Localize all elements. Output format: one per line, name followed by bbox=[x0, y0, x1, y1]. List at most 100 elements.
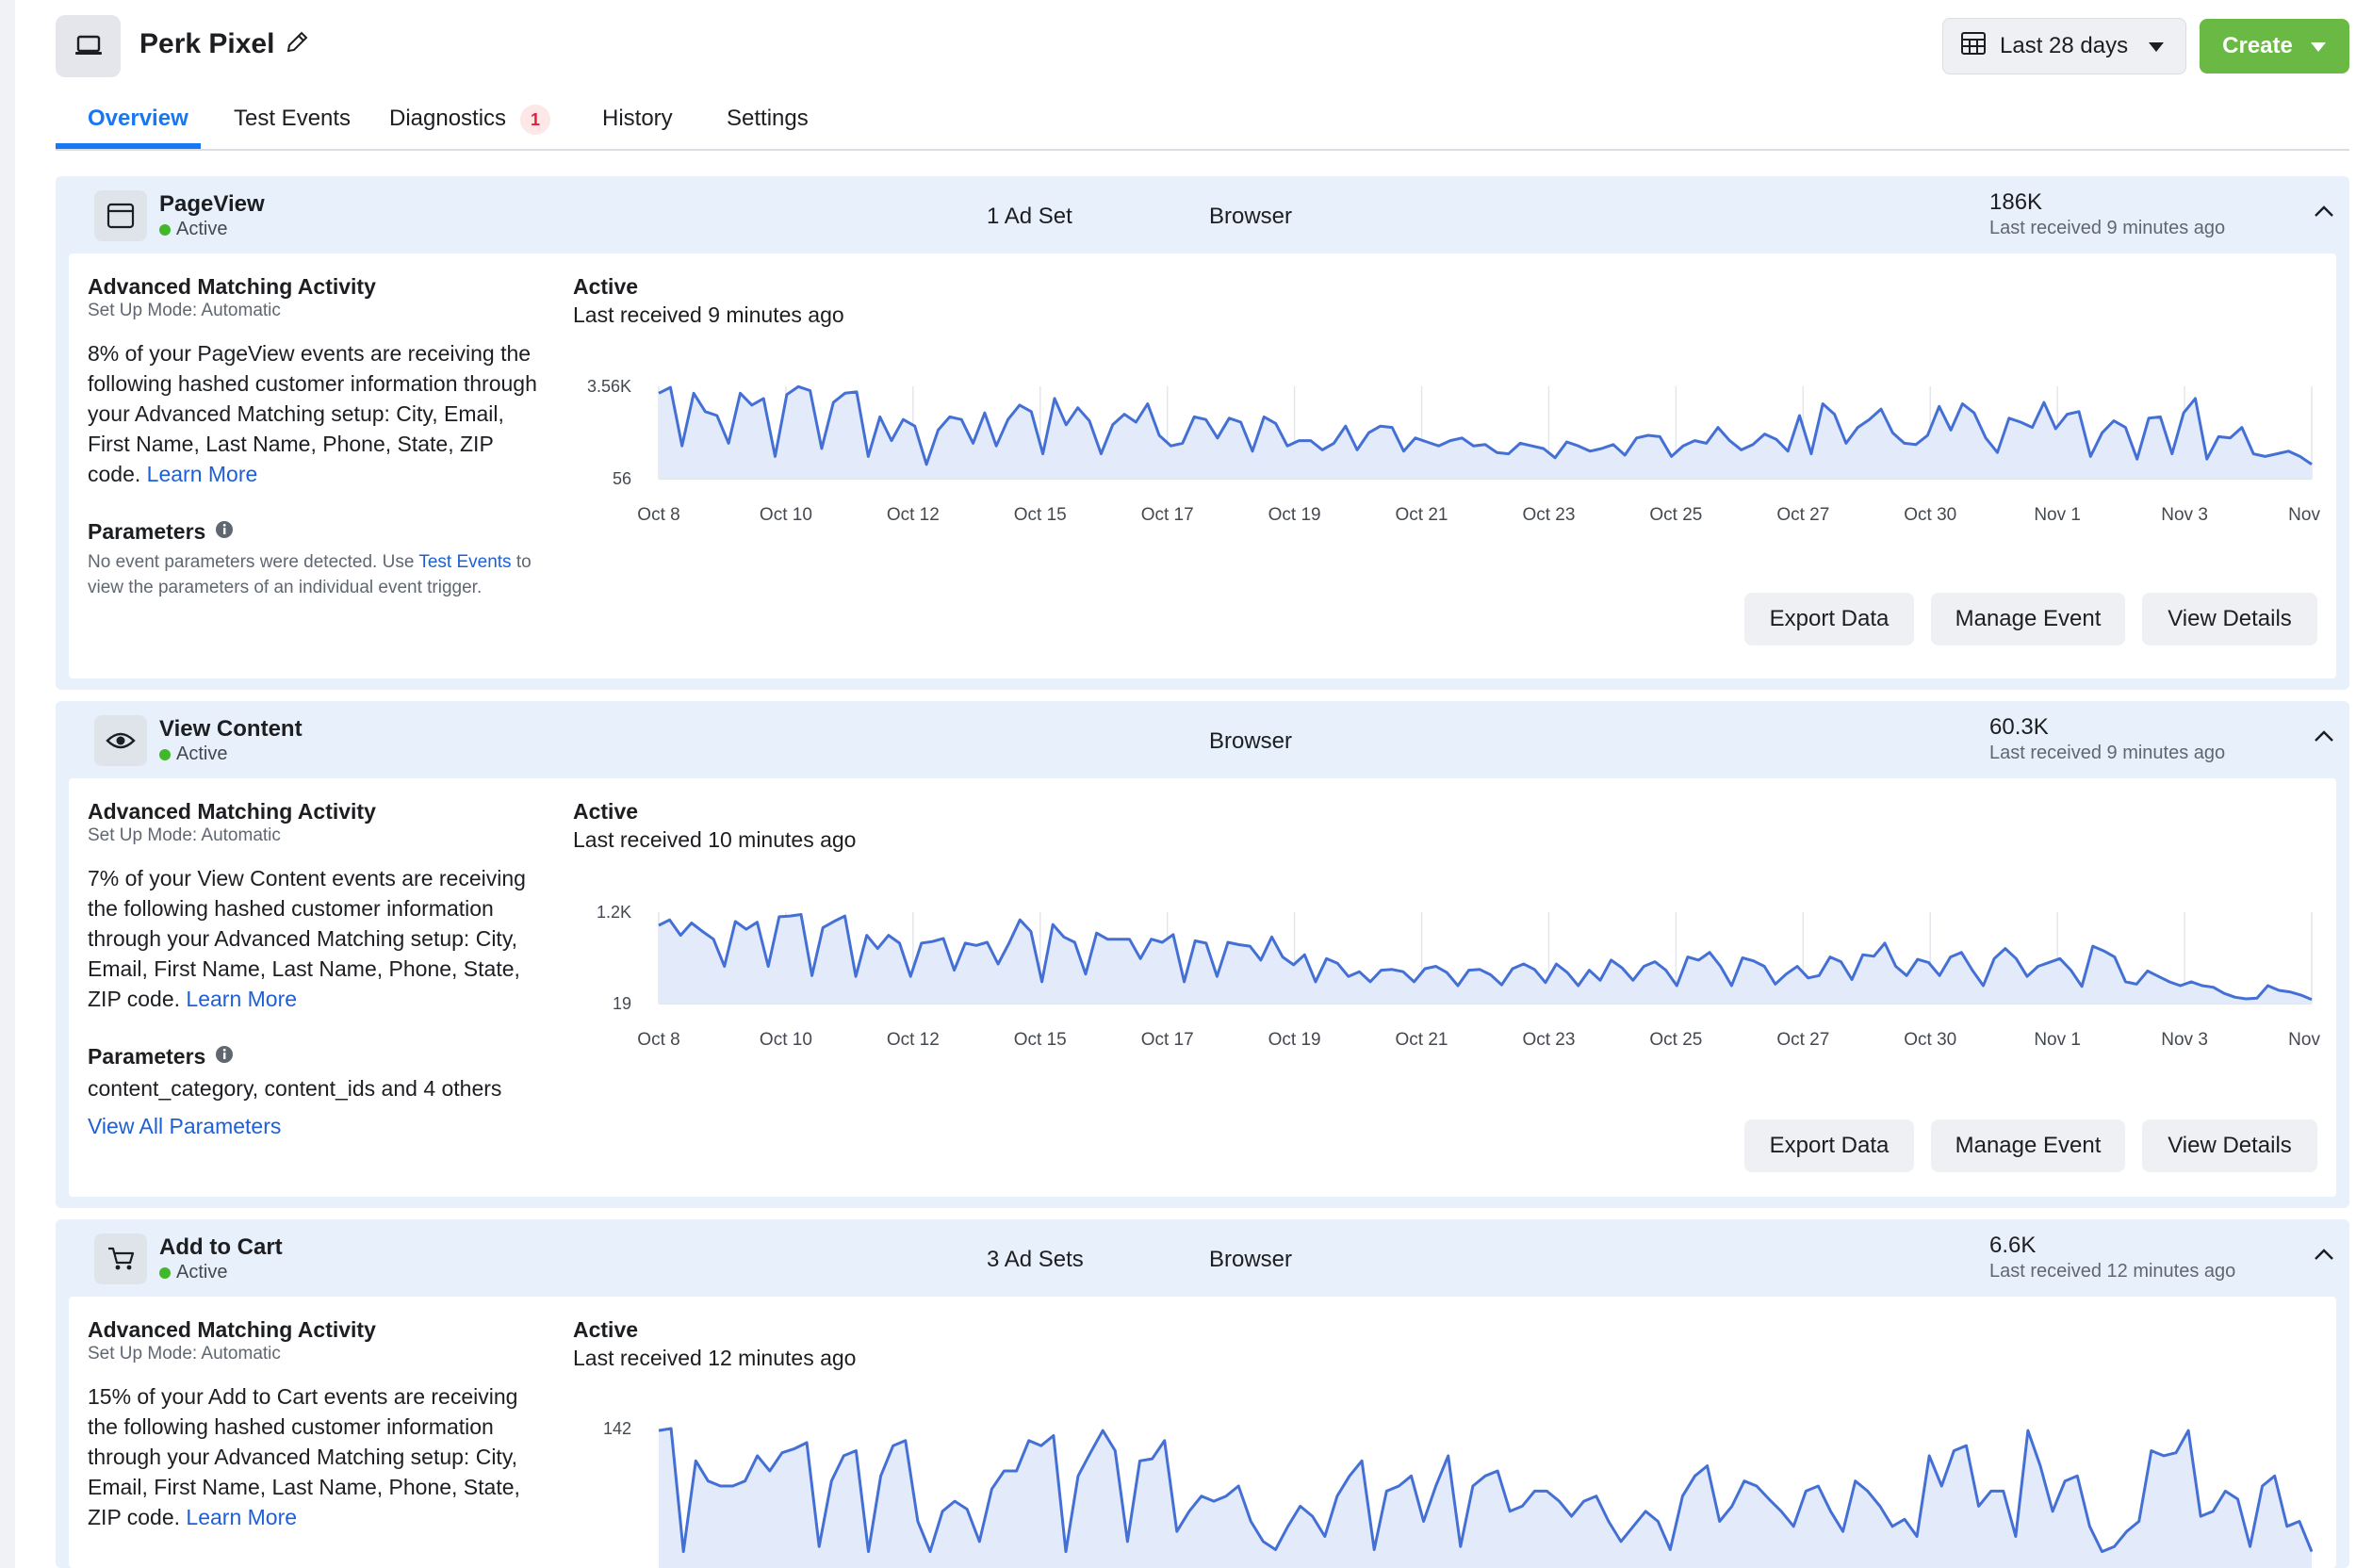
event-count: 6.6K bbox=[1989, 1233, 2037, 1258]
description-text: 15% of your Add to Cart events are recei… bbox=[88, 1384, 520, 1529]
diagnostics-count-badge: 1 bbox=[520, 105, 550, 135]
date-range-button[interactable]: Last 28 days bbox=[1942, 18, 2186, 74]
active-tab-indicator bbox=[56, 143, 201, 149]
pixel-overview-panel: Perk Pixel Last 28 days Create Ove bbox=[15, 0, 2356, 1568]
learn-more-link[interactable]: Learn More bbox=[186, 987, 298, 1011]
ad-set-count: 3 Ad Sets bbox=[987, 1247, 1084, 1272]
event-name: View Content bbox=[159, 716, 303, 742]
parameters-title-label: Parameters bbox=[88, 1044, 206, 1069]
event-card-view-content: View Content Active Browser 60.3K Last r… bbox=[56, 701, 2349, 1208]
page-title: Perk Pixel bbox=[139, 28, 275, 59]
info-icon[interactable] bbox=[215, 519, 234, 545]
event-last-received: Last received 9 minutes ago bbox=[1989, 743, 2226, 763]
params-note-text-end: to view the parameters of an individual … bbox=[88, 552, 532, 597]
chevron-up-icon[interactable] bbox=[2314, 729, 2334, 747]
date-range-label: Last 28 days bbox=[2000, 33, 2129, 58]
tab-bar: Overview Test Events Diagnostics History… bbox=[56, 94, 2349, 151]
parameters-list: content_category, content_ids and 4 othe… bbox=[88, 1076, 502, 1101]
view-details-button[interactable]: View Details bbox=[2142, 593, 2317, 645]
tab-overview[interactable]: Overview bbox=[88, 106, 188, 131]
advanced-matching-description: 15% of your Add to Cart events are recei… bbox=[88, 1381, 540, 1532]
pixel-laptop-icon bbox=[56, 15, 121, 77]
event-source: Browser bbox=[1209, 728, 1293, 754]
create-button-label: Create bbox=[2222, 33, 2293, 58]
cart-icon bbox=[94, 1233, 147, 1284]
advanced-matching-title: Advanced Matching Activity bbox=[88, 799, 376, 824]
series-line bbox=[658, 384, 2313, 466]
event-card-header[interactable]: Add to Cart Active 3 Ad Sets Browser 6.6… bbox=[56, 1219, 2349, 1297]
caret-down-icon bbox=[2310, 33, 2327, 59]
advanced-matching-description: 7% of your View Content events are recei… bbox=[88, 863, 540, 1014]
event-card-header[interactable]: PageView Active 1 Ad Set Browser 186K La… bbox=[56, 176, 2349, 253]
x-tick-label: Oct 21 bbox=[1396, 505, 1448, 525]
chevron-up-icon[interactable] bbox=[2314, 204, 2334, 222]
x-tick-label: Oct 8 bbox=[637, 1030, 679, 1050]
x-tick-label: Nov 1 bbox=[2034, 1030, 2081, 1050]
export-data-button[interactable]: Export Data bbox=[1744, 1119, 1914, 1172]
manage-event-button[interactable]: Manage Event bbox=[1931, 593, 2125, 645]
x-tick-label: Oct 27 bbox=[1776, 505, 1829, 525]
parameters-note: No event parameters were detected. Use T… bbox=[88, 549, 540, 600]
chevron-up-icon[interactable] bbox=[2314, 1248, 2334, 1266]
x-tick-label: Oct 10 bbox=[760, 1030, 812, 1050]
event-name: Add to Cart bbox=[159, 1234, 283, 1260]
event-status-label: Active bbox=[176, 743, 228, 764]
export-data-button[interactable]: Export Data bbox=[1744, 593, 1914, 645]
x-tick-label: Oct 19 bbox=[1268, 1030, 1321, 1050]
series-line bbox=[658, 913, 2313, 1002]
tab-history[interactable]: History bbox=[602, 106, 673, 131]
test-events-link[interactable]: Test Events bbox=[418, 552, 512, 572]
x-tick-label: Nov 5 bbox=[2288, 1030, 2321, 1050]
chart-status: Active bbox=[573, 274, 639, 299]
series-area bbox=[659, 386, 2312, 479]
event-status-label: Active bbox=[176, 1262, 228, 1282]
series-line bbox=[658, 1427, 2314, 1554]
x-tick-label: Nov 3 bbox=[2161, 1030, 2208, 1050]
event-activity-chart: 142 bbox=[603, 1419, 2314, 1568]
x-tick-label: Oct 30 bbox=[1904, 1030, 1956, 1050]
create-button[interactable]: Create bbox=[2200, 19, 2349, 74]
series-area bbox=[659, 1429, 2312, 1568]
chart-status: Active bbox=[573, 799, 639, 824]
status-dot-icon bbox=[159, 1266, 171, 1279]
y-tick-label: 19 bbox=[613, 994, 631, 1013]
setup-mode: Set Up Mode: Automatic bbox=[88, 825, 281, 845]
chart-last-received: Last received 10 minutes ago bbox=[573, 827, 857, 852]
tab-test-events[interactable]: Test Events bbox=[234, 106, 352, 131]
x-tick-label: Nov 1 bbox=[2034, 505, 2081, 525]
learn-more-link[interactable]: Learn More bbox=[186, 1505, 298, 1529]
x-tick-label: Oct 12 bbox=[887, 1030, 940, 1050]
x-tick-label: Oct 25 bbox=[1649, 1030, 1702, 1050]
edit-pencil-icon[interactable] bbox=[285, 30, 309, 59]
chart-last-received: Last received 9 minutes ago bbox=[573, 302, 844, 327]
x-tick-label: Oct 15 bbox=[1014, 1030, 1067, 1050]
tab-diagnostics[interactable]: Diagnostics bbox=[389, 106, 507, 131]
chart-last-received: Last received 12 minutes ago bbox=[573, 1346, 857, 1370]
x-tick-label: Oct 17 bbox=[1141, 1030, 1194, 1050]
y-tick-label: 142 bbox=[603, 1419, 631, 1438]
event-count: 60.3K bbox=[1989, 714, 2049, 740]
caret-down-icon bbox=[2148, 33, 2165, 59]
event-activity-chart: 3.56K 56 Oct 8 Oct 10 Oct 12 Oct 15 Oct 17 Oct … bbox=[587, 377, 2321, 525]
event-card-body: Advanced Matching Activity Set Up Mode: … bbox=[69, 778, 2336, 1197]
event-card-header[interactable]: View Content Active Browser 60.3K Last r… bbox=[56, 701, 2349, 778]
x-tick-label: Oct 21 bbox=[1396, 1030, 1448, 1050]
x-tick-label: Oct 17 bbox=[1141, 505, 1194, 525]
parameters-title: Parameters bbox=[88, 519, 234, 545]
status-dot-icon bbox=[159, 748, 171, 760]
description-text: 8% of your PageView events are receiving… bbox=[88, 341, 537, 486]
tab-settings[interactable]: Settings bbox=[727, 106, 809, 131]
x-tick-label: Oct 27 bbox=[1776, 1030, 1829, 1050]
x-tick-label: Oct 23 bbox=[1522, 505, 1575, 525]
event-source: Browser bbox=[1209, 1247, 1293, 1272]
learn-more-link[interactable]: Learn More bbox=[146, 462, 258, 486]
view-all-parameters-link[interactable]: View All Parameters bbox=[88, 1114, 282, 1138]
event-last-received: Last received 12 minutes ago bbox=[1989, 1261, 2236, 1282]
y-tick-label: 3.56K bbox=[587, 377, 631, 396]
manage-event-button[interactable]: Manage Event bbox=[1931, 1119, 2125, 1172]
setup-mode: Set Up Mode: Automatic bbox=[88, 301, 281, 320]
view-details-button[interactable]: View Details bbox=[2142, 1119, 2317, 1172]
parameters-title-label: Parameters bbox=[88, 519, 206, 544]
event-status-label: Active bbox=[176, 219, 228, 239]
info-icon[interactable] bbox=[215, 1044, 234, 1070]
